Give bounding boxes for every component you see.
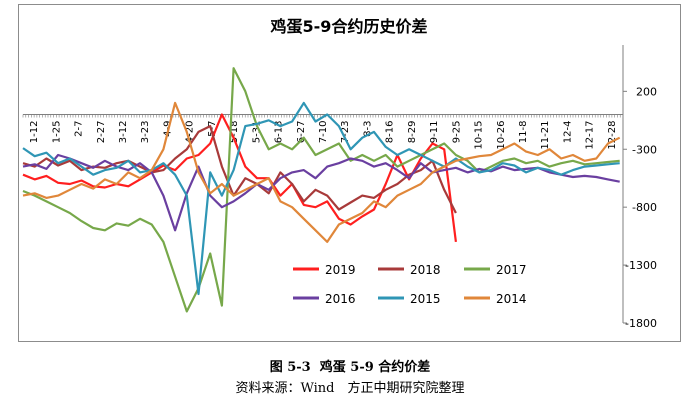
figure-source: 资料来源：Wind 方正中期研究院整理	[235, 381, 465, 396]
legend-label-2019: 2019	[325, 263, 356, 277]
x-tick-label: 8-3	[362, 121, 373, 137]
x-tick-label: 8-16	[385, 121, 396, 144]
x-tick-label: 7-23	[340, 121, 351, 144]
figure-caption: 图 5-3 鸡蛋 5-9 合约价差	[0, 356, 700, 375]
y-tick-label: -1300	[625, 259, 657, 272]
x-tick-label: 5-7	[207, 121, 218, 137]
x-tick-label: 12-28	[607, 121, 618, 150]
x-tick-label: 12-4	[562, 121, 573, 144]
x-tick-label: 3-23	[140, 121, 151, 144]
x-tick-label: 11-8	[518, 121, 529, 144]
x-tick-label: 2-27	[96, 121, 107, 144]
chart-frame: 鸡蛋5-9合约历史价差 1-12 1-25 2-7 2-27 3-12 3-23 4-9 4-…	[18, 4, 681, 342]
x-tick-label: 9-11	[429, 121, 440, 144]
x-tick-label: 6-13	[274, 121, 285, 144]
x-tick-label: 7-10	[318, 121, 329, 144]
series-line-2014	[22, 101, 621, 243]
x-tick-label: 11-21	[540, 121, 551, 150]
y-tick-label: 200	[636, 85, 657, 98]
x-tick-label: 9-25	[451, 121, 462, 144]
x-tick-label: 2-7	[74, 121, 85, 137]
x-tick-label: 8-29	[407, 121, 418, 144]
x-tick-label: 1-12	[29, 121, 40, 144]
x-tick-label: 1-25	[51, 121, 62, 144]
series-line-2017	[22, 67, 620, 313]
x-tick-label: 5-18	[229, 121, 240, 144]
x-tick-label: 3-12	[118, 121, 129, 144]
y-tick-label: -800	[632, 201, 657, 214]
x-tick-label: 4-20	[185, 121, 196, 144]
legend-label-2014: 2014	[496, 292, 527, 306]
legend: 2019 2018 2017 2016 2015 2014	[285, 253, 575, 315]
x-tick-label: 5-31	[251, 121, 262, 144]
x-tick-label: 10-26	[496, 121, 507, 150]
figure-caption-text: 鸡蛋 5-9 合约价差	[319, 360, 431, 375]
x-tick-label: 10-15	[474, 121, 485, 150]
y-tick-label: -1800	[625, 317, 657, 330]
x-tick-label: 12-17	[585, 121, 596, 150]
x-tick-label: 6-27	[296, 121, 307, 144]
legend-label-2017: 2017	[496, 263, 527, 277]
legend-label-2018: 2018	[410, 263, 441, 277]
legend-label-2016: 2016	[325, 292, 356, 306]
figure-caption-number: 图 5-3	[269, 360, 311, 375]
chart-title: 鸡蛋5-9合约历史价差	[270, 17, 428, 36]
series-line-2015	[22, 101, 620, 296]
chart-svg: 鸡蛋5-9合约历史价差 1-12 1-25 2-7 2-27 3-12 3-23 4-9 4-…	[22, 17, 657, 330]
legend-label-2015: 2015	[410, 292, 441, 306]
y-tick-label: -300	[632, 143, 657, 156]
